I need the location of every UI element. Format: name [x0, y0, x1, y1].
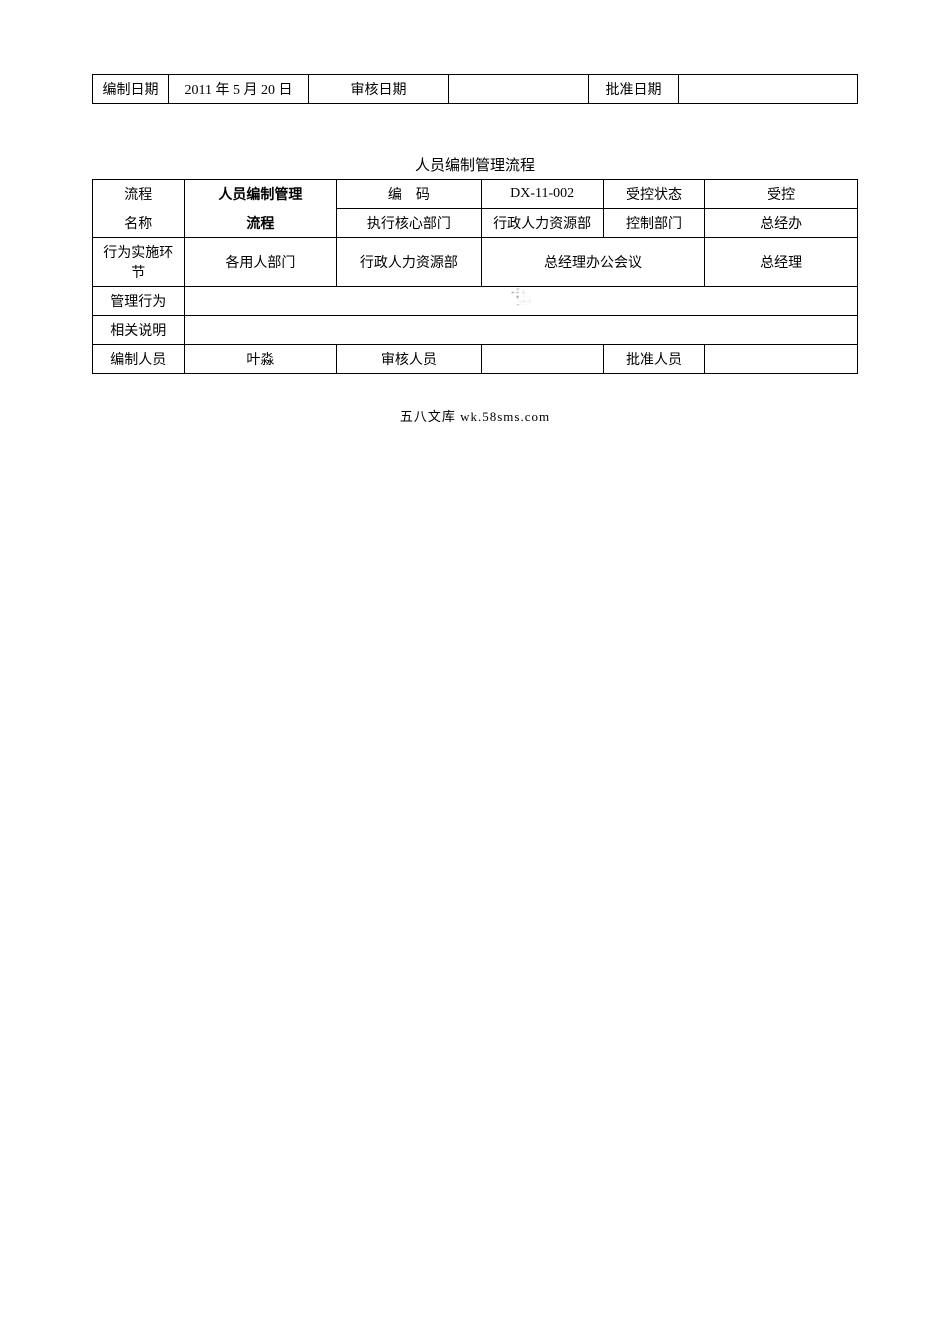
stage-c4: 总经理办公会议	[481, 238, 705, 287]
stage-c2: 各用人部门	[184, 238, 337, 287]
h-r2c5: 控制部门	[603, 209, 705, 238]
h-r1c3: 编 码	[337, 180, 481, 209]
h-r2c1: 名称	[93, 209, 185, 238]
behavior-label-text: 管理行为	[110, 295, 166, 310]
h-r2c3: 执行核心部门	[337, 209, 481, 238]
date-table: 编制日期 2011 年 5 月 20 日 审核日期 批准日期	[92, 74, 858, 104]
review-date-value	[449, 75, 589, 104]
approve-date-value	[679, 75, 858, 104]
h-r1c4: DX-11-002	[481, 180, 603, 209]
notes-value	[184, 316, 857, 345]
notes-label: 相关说明	[93, 316, 185, 345]
h-r2c6: 总经办	[705, 209, 858, 238]
stage-c5: 总经理	[705, 238, 858, 287]
svg-text:否: 否	[524, 290, 525, 292]
main-table: 流程 人员编制管理 编 码 DX-11-002 受控状态 受控 名称 流程 执行…	[92, 179, 858, 374]
b-c4	[481, 345, 603, 374]
b-c6	[705, 345, 858, 374]
svg-text:是: 是	[530, 302, 531, 304]
h-r2c2: 流程	[184, 209, 337, 238]
b-c2: 叶淼	[184, 345, 337, 374]
approve-date-label: 批准日期	[589, 75, 679, 104]
compile-date-label: 编制日期	[93, 75, 169, 104]
h-r2c4: 行政人力资源部	[481, 209, 603, 238]
svg-text:是: 是	[524, 294, 525, 296]
review-date-label: 审核日期	[309, 75, 449, 104]
compile-date-value: 2011 年 5 月 20 日	[169, 75, 309, 104]
svg-text:否: 否	[530, 299, 531, 301]
stage-c3: 行政人力资源部	[337, 238, 481, 287]
flowchart: 对本部门编 制提出意见 进行各部 门工作量 分析 提出编制草 案 制定具体的 人…	[185, 287, 857, 315]
svg-text:是: 是	[525, 300, 526, 302]
h-r1c2: 人员编制管理	[184, 180, 337, 209]
b-c5: 批准人员	[603, 345, 705, 374]
page-title: 人员编制管理流程	[92, 154, 858, 175]
h-r1c6: 受控	[705, 180, 858, 209]
h-r1c1: 流程	[93, 180, 185, 209]
stage-c1: 行为实施环节	[93, 238, 185, 287]
b-c3: 审核人员	[337, 345, 481, 374]
b-c1: 编制人员	[93, 345, 185, 374]
page-footer: 五八文库 wk.58sms.com	[92, 406, 858, 425]
flowchart-cell: 对本部门编 制提出意见 进行各部 门工作量 分析 提出编制草 案 制定具体的 人…	[184, 287, 857, 316]
behavior-label: 管理行为	[93, 287, 185, 316]
svg-text:否: 否	[521, 302, 522, 304]
h-r1c5: 受控状态	[603, 180, 705, 209]
